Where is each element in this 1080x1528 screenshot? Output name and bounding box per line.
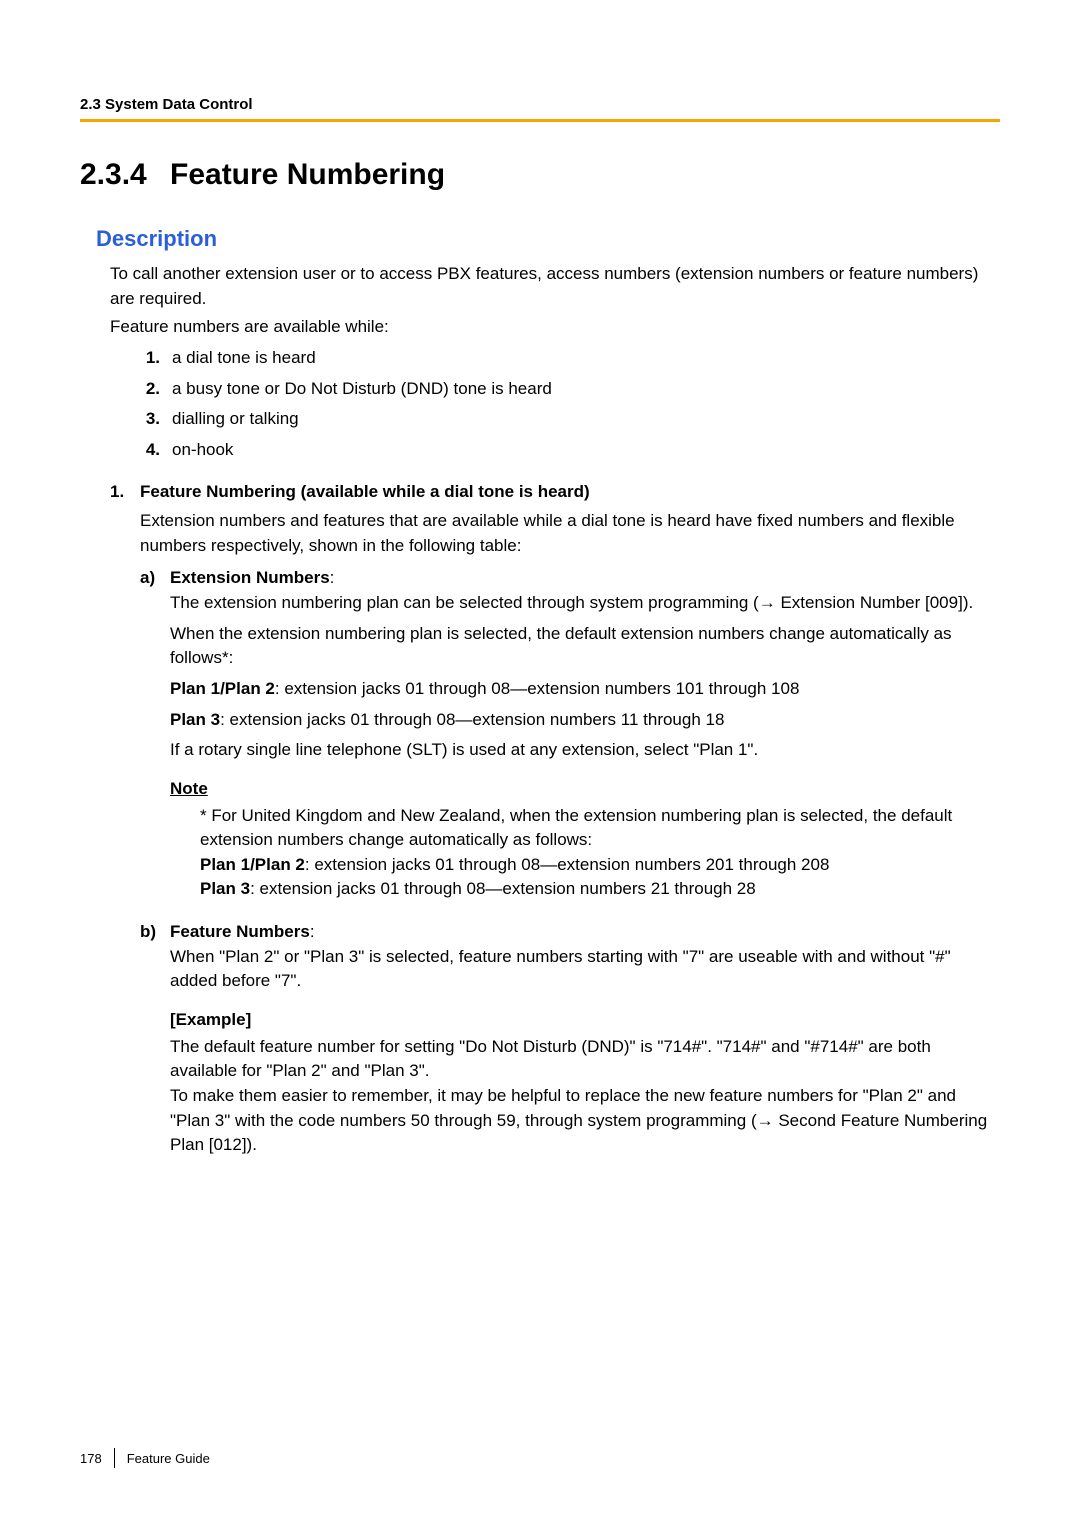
a-paragraph-2: When the extension numbering plan is sel…	[170, 622, 1000, 671]
doc-title: Feature Guide	[127, 1451, 210, 1466]
plan-label: Plan 1/Plan 2	[170, 679, 275, 698]
description-heading: Description	[96, 226, 1000, 252]
example-heading: [Example]	[170, 1008, 1000, 1033]
text-span: The extension numbering plan can be sele…	[170, 593, 759, 612]
list-item: 4. on-hook	[110, 438, 1000, 463]
plan-label: Plan 3	[200, 879, 250, 898]
list-number: 3.	[134, 407, 172, 432]
section-title: Feature Numbering	[170, 158, 445, 191]
example-paragraph-2: To make them easier to remember, it may …	[170, 1084, 1000, 1158]
plan-label: Plan 3	[170, 710, 220, 729]
note-heading: Note	[170, 777, 1000, 802]
running-header: 2.3 System Data Control	[80, 96, 1000, 113]
list-item: 2. a busy tone or Do Not Disturb (DND) t…	[110, 377, 1000, 402]
conditions-list: 1. a dial tone is heard 2. a busy tone o…	[110, 346, 1000, 463]
arrow-icon: →	[759, 593, 776, 612]
list-number: 2.	[134, 377, 172, 402]
plan-text: : extension jacks 01 through 08—extensio…	[250, 879, 756, 898]
alpha-title: Extension Numbers:	[170, 566, 1000, 591]
alpha-item-a-header: a) Extension Numbers:	[140, 566, 1000, 591]
b-paragraph-1: When "Plan 2" or "Plan 3" is selected, f…	[170, 945, 1000, 994]
section-number: 2.3.4	[80, 158, 170, 192]
alpha-letter: a)	[140, 566, 170, 591]
page-footer: 178 Feature Guide	[80, 1448, 210, 1468]
list-text: a busy tone or Do Not Disturb (DND) tone…	[172, 377, 1000, 402]
main-list: 1. Feature Numbering (available while a …	[110, 480, 1000, 1157]
alpha-letter: b)	[140, 920, 170, 945]
note-plan3: Plan 3: extension jacks 01 through 08—ex…	[200, 877, 1000, 902]
a-paragraph-1: The extension numbering plan can be sele…	[170, 591, 1000, 616]
main-paragraph: Extension numbers and features that are …	[140, 509, 1000, 558]
a-plan3: Plan 3: extension jacks 01 through 08—ex…	[170, 708, 1000, 733]
alpha-title-text: Feature Numbers	[170, 922, 310, 941]
page-content: 2.3 System Data Control 2.3.4Feature Num…	[0, 0, 1080, 1158]
main-item-number: 1.	[110, 480, 140, 505]
arrow-icon: →	[757, 1111, 774, 1130]
list-text: on-hook	[172, 438, 1000, 463]
plan-text: : extension jacks 01 through 08—extensio…	[275, 679, 800, 698]
alpha-title: Feature Numbers:	[170, 920, 1000, 945]
section-heading: 2.3.4Feature Numbering	[80, 158, 1000, 192]
note-paragraph: * For United Kingdom and New Zealand, wh…	[200, 804, 1000, 853]
plan-text: : extension jacks 01 through 08—extensio…	[305, 855, 830, 874]
intro-paragraph: To call another extension user or to acc…	[110, 262, 1000, 311]
plan-label: Plan 1/Plan 2	[200, 855, 305, 874]
a-paragraph-3: If a rotary single line telephone (SLT) …	[170, 738, 1000, 763]
available-intro: Feature numbers are available while:	[110, 315, 1000, 340]
header-rule	[80, 119, 1000, 122]
alpha-item-b-header: b) Feature Numbers:	[140, 920, 1000, 945]
example-paragraph-1: The default feature number for setting "…	[170, 1035, 1000, 1084]
description-body: To call another extension user or to acc…	[110, 262, 1000, 1158]
list-text: dialling or talking	[172, 407, 1000, 432]
main-item-title: Feature Numbering (available while a dia…	[140, 480, 1000, 505]
alpha-colon: :	[310, 922, 315, 941]
alpha-title-text: Extension Numbers	[170, 568, 330, 587]
plan-text: : extension jacks 01 through 08—extensio…	[220, 710, 724, 729]
alpha-item-a-body: The extension numbering plan can be sele…	[170, 591, 1000, 902]
list-item: 3. dialling or talking	[110, 407, 1000, 432]
list-number: 1.	[134, 346, 172, 371]
page-number: 178	[80, 1451, 114, 1466]
text-span: Extension Number [009]).	[776, 593, 973, 612]
main-item-body: Extension numbers and features that are …	[140, 509, 1000, 1158]
list-text: a dial tone is heard	[172, 346, 1000, 371]
list-item: 1. a dial tone is heard	[110, 346, 1000, 371]
main-item-header: 1. Feature Numbering (available while a …	[110, 480, 1000, 505]
a-plan12: Plan 1/Plan 2: extension jacks 01 throug…	[170, 677, 1000, 702]
list-number: 4.	[134, 438, 172, 463]
footer-separator	[114, 1448, 115, 1468]
alpha-item-b-body: When "Plan 2" or "Plan 3" is selected, f…	[170, 945, 1000, 1158]
note-body: * For United Kingdom and New Zealand, wh…	[200, 804, 1000, 903]
note-plan12: Plan 1/Plan 2: extension jacks 01 throug…	[200, 853, 1000, 878]
alpha-colon: :	[330, 568, 335, 587]
